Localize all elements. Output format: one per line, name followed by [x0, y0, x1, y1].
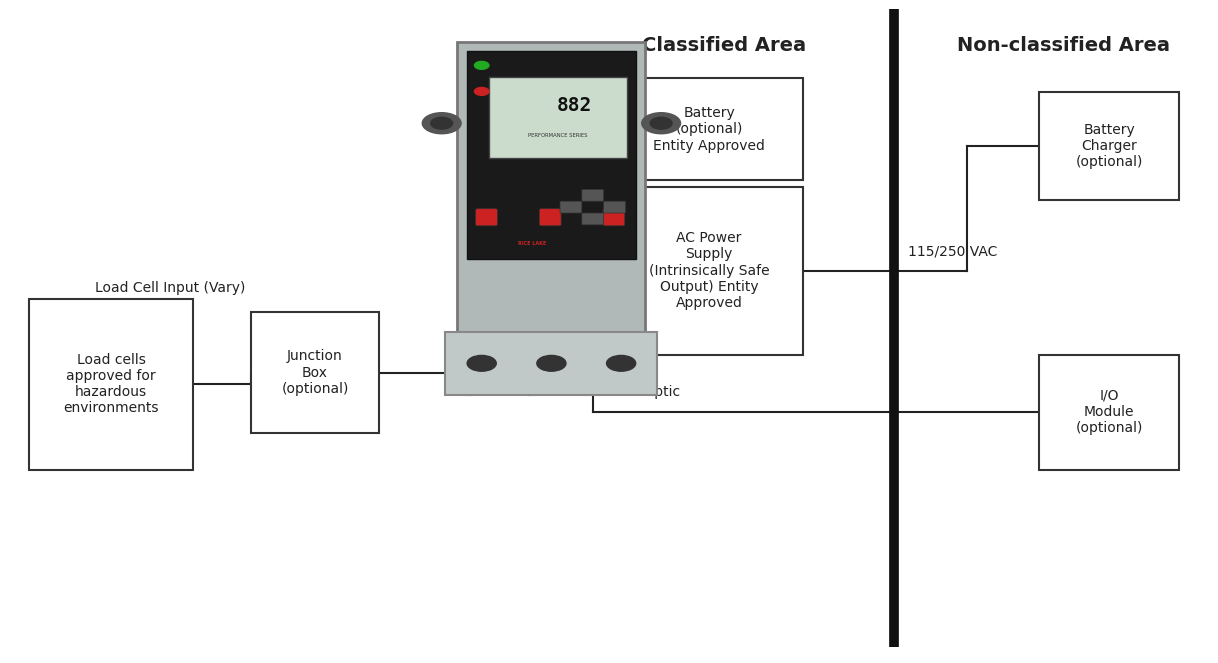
FancyBboxPatch shape	[488, 77, 627, 158]
Circle shape	[475, 62, 488, 70]
FancyBboxPatch shape	[603, 209, 625, 226]
Circle shape	[650, 117, 672, 129]
FancyBboxPatch shape	[458, 42, 646, 332]
FancyBboxPatch shape	[476, 209, 497, 226]
Text: 882: 882	[557, 95, 592, 115]
Circle shape	[475, 88, 488, 95]
FancyBboxPatch shape	[582, 213, 604, 225]
Text: Fiber Optic: Fiber Optic	[605, 385, 680, 399]
FancyBboxPatch shape	[615, 78, 803, 180]
FancyBboxPatch shape	[29, 298, 194, 469]
Text: I/O
Module
(optional): I/O Module (optional)	[1075, 389, 1142, 435]
Text: VDC: VDC	[487, 157, 516, 171]
FancyBboxPatch shape	[560, 201, 582, 213]
Text: 115/250 VAC: 115/250 VAC	[909, 245, 998, 259]
Text: Load cells
approved for
hazardous
environments: Load cells approved for hazardous enviro…	[63, 353, 160, 416]
Text: VDC: VDC	[487, 103, 516, 117]
Text: Junction
Box
(optional): Junction Box (optional)	[281, 349, 348, 396]
FancyBboxPatch shape	[604, 201, 626, 213]
FancyBboxPatch shape	[1039, 91, 1179, 200]
Text: Non-classified Area: Non-classified Area	[957, 36, 1170, 55]
FancyBboxPatch shape	[446, 332, 658, 395]
Text: Battery
Charger
(optional): Battery Charger (optional)	[1075, 123, 1142, 169]
Text: PERFORMANCE SERIES: PERFORMANCE SERIES	[529, 133, 588, 138]
Text: Load Cell Input (Vary): Load Cell Input (Vary)	[95, 281, 245, 295]
FancyBboxPatch shape	[582, 190, 604, 201]
FancyBboxPatch shape	[540, 209, 561, 226]
Text: Classified Area: Classified Area	[642, 36, 806, 55]
Circle shape	[423, 113, 462, 134]
FancyBboxPatch shape	[468, 51, 636, 259]
Circle shape	[431, 117, 453, 129]
Circle shape	[642, 113, 681, 134]
Text: Battery
(optional)
Entity Approved: Battery (optional) Entity Approved	[653, 106, 765, 152]
FancyBboxPatch shape	[1039, 355, 1179, 469]
FancyBboxPatch shape	[251, 312, 379, 434]
Circle shape	[468, 355, 496, 371]
Text: AC Power
Supply
(Intrinsically Safe
Output) Entity
Approved: AC Power Supply (Intrinsically Safe Outp…	[649, 231, 770, 310]
Text: RICE LAKE: RICE LAKE	[519, 241, 547, 246]
Circle shape	[607, 355, 636, 371]
Circle shape	[537, 355, 566, 371]
FancyBboxPatch shape	[615, 187, 803, 355]
